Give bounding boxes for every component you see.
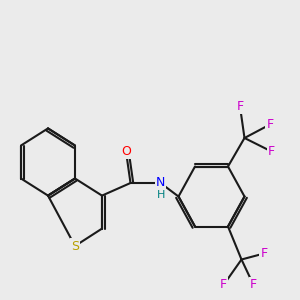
Text: S: S — [71, 239, 79, 253]
Text: F: F — [260, 247, 268, 260]
Text: F: F — [220, 278, 227, 292]
Text: F: F — [268, 145, 275, 158]
Text: N: N — [156, 176, 165, 190]
Text: F: F — [236, 100, 244, 113]
Text: H: H — [157, 190, 165, 200]
Text: F: F — [266, 118, 274, 131]
Text: F: F — [250, 278, 257, 292]
Text: O: O — [121, 145, 131, 158]
